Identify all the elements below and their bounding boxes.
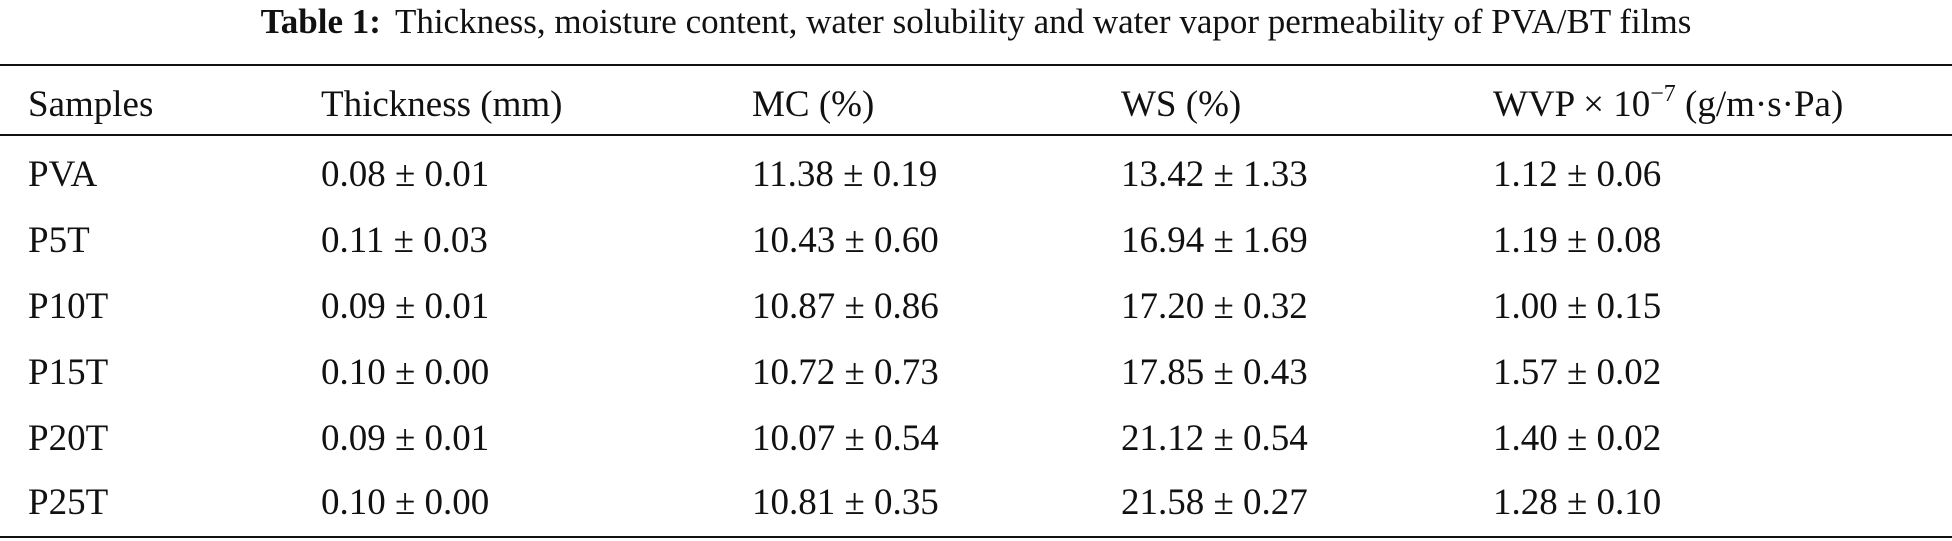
header-wvp-exponent: −7	[1650, 80, 1676, 107]
header-ws: WS (%)	[1121, 84, 1242, 125]
header-wvp-unit: (g/m·s·Pa)	[1685, 84, 1844, 125]
cell-mc: 10.43 ± 0.60	[752, 220, 939, 261]
cell-thickness: 0.09 ± 0.01	[321, 418, 490, 459]
table-top-rule	[0, 64, 1952, 66]
cell-wvp: 1.28 ± 0.10	[1493, 482, 1662, 523]
cell-thickness: 0.10 ± 0.00	[321, 482, 490, 523]
header-wvp-prefix: WVP × 10	[1493, 84, 1651, 125]
cell-ws: 16.94 ± 1.69	[1121, 220, 1308, 261]
table-caption-label: Table 1:	[260, 2, 381, 41]
table-row: PVA 0.08 ± 0.01 11.38 ± 0.19 13.42 ± 1.3…	[0, 142, 1952, 208]
cell-sample: PVA	[28, 154, 98, 195]
table-header-rule	[0, 134, 1952, 136]
table-caption: Table 1: Thickness, moisture content, wat…	[0, 2, 1952, 42]
cell-sample: P10T	[28, 286, 109, 327]
cell-mc: 10.07 ± 0.54	[752, 418, 939, 459]
cell-wvp: 1.00 ± 0.15	[1493, 286, 1662, 327]
header-wvp: WVP × 10−7 (g/m·s·Pa)	[1493, 72, 1843, 138]
table-caption-text: Thickness, moisture content, water solub…	[394, 2, 1692, 41]
table-header-row: Samples Thickness (mm) MC (%) WS (%) WVP…	[0, 72, 1952, 138]
cell-sample: P5T	[28, 220, 90, 261]
cell-wvp: 1.12 ± 0.06	[1493, 154, 1662, 195]
table-row: P20T 0.09 ± 0.01 10.07 ± 0.54 21.12 ± 0.…	[0, 406, 1952, 472]
cell-sample: P20T	[28, 418, 109, 459]
table-row: P5T 0.11 ± 0.03 10.43 ± 0.60 16.94 ± 1.6…	[0, 208, 1952, 274]
cell-ws: 17.20 ± 0.32	[1121, 286, 1308, 327]
cell-ws: 21.12 ± 0.54	[1121, 418, 1308, 459]
header-thickness: Thickness (mm)	[321, 84, 563, 125]
cell-mc: 10.72 ± 0.73	[752, 352, 939, 393]
cell-wvp: 1.40 ± 0.02	[1493, 418, 1662, 459]
cell-ws: 17.85 ± 0.43	[1121, 352, 1308, 393]
cell-thickness: 0.09 ± 0.01	[321, 286, 490, 327]
cell-sample: P15T	[28, 352, 109, 393]
cell-wvp: 1.57 ± 0.02	[1493, 352, 1662, 393]
cell-thickness: 0.08 ± 0.01	[321, 154, 490, 195]
table-row: P10T 0.09 ± 0.01 10.87 ± 0.86 17.20 ± 0.…	[0, 274, 1952, 340]
cell-thickness: 0.10 ± 0.00	[321, 352, 490, 393]
cell-sample: P25T	[28, 482, 109, 523]
table-bottom-rule	[0, 536, 1952, 538]
cell-mc: 10.87 ± 0.86	[752, 286, 939, 327]
header-mc: MC (%)	[752, 84, 875, 125]
cell-thickness: 0.11 ± 0.03	[321, 220, 488, 261]
cell-wvp: 1.19 ± 0.08	[1493, 220, 1662, 261]
cell-ws: 13.42 ± 1.33	[1121, 154, 1308, 195]
table-row: P25T 0.10 ± 0.00 10.81 ± 0.35 21.58 ± 0.…	[0, 470, 1952, 536]
table-row: P15T 0.10 ± 0.00 10.72 ± 0.73 17.85 ± 0.…	[0, 340, 1952, 406]
cell-mc: 10.81 ± 0.35	[752, 482, 939, 523]
header-samples: Samples	[28, 84, 154, 125]
cell-mc: 11.38 ± 0.19	[752, 154, 938, 195]
cell-ws: 21.58 ± 0.27	[1121, 482, 1308, 523]
